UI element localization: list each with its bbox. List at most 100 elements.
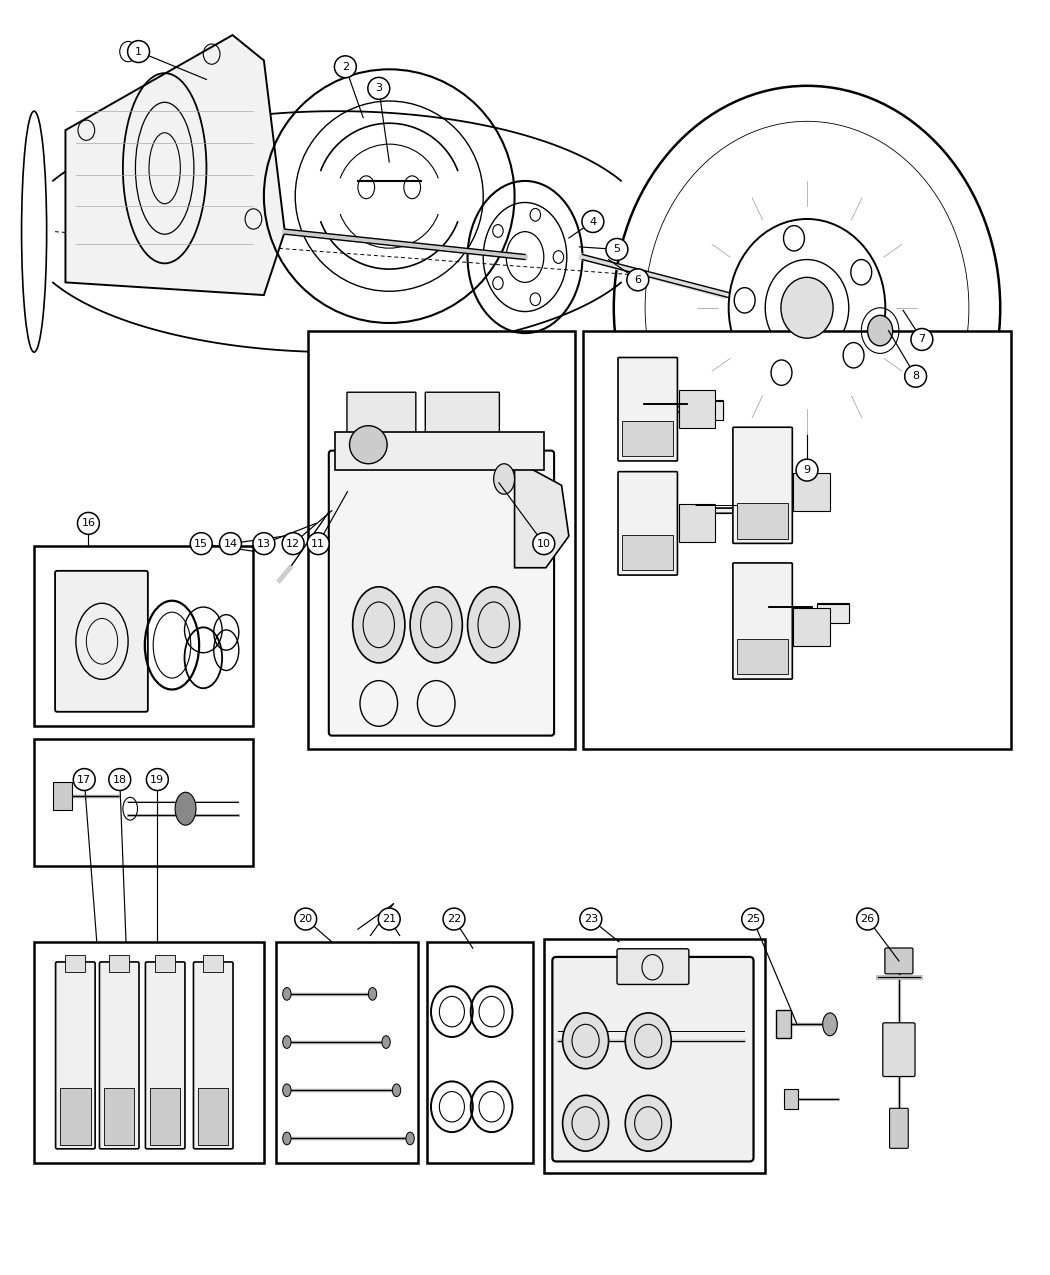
Ellipse shape	[282, 1084, 291, 1096]
Circle shape	[532, 533, 554, 555]
Circle shape	[282, 533, 304, 555]
Circle shape	[606, 238, 628, 260]
Bar	[34, 740, 253, 866]
Text: 10: 10	[537, 538, 551, 548]
Bar	[776, 1010, 792, 1038]
FancyBboxPatch shape	[733, 564, 793, 680]
Bar	[784, 1089, 798, 1109]
Circle shape	[582, 210, 604, 232]
FancyBboxPatch shape	[618, 472, 677, 575]
FancyBboxPatch shape	[889, 1108, 908, 1149]
Polygon shape	[335, 358, 514, 499]
Bar	[678, 505, 715, 542]
FancyBboxPatch shape	[56, 961, 96, 1149]
Text: 19: 19	[150, 774, 165, 784]
Text: 2: 2	[342, 61, 349, 71]
Text: 6: 6	[634, 275, 642, 284]
Bar	[623, 421, 673, 456]
Ellipse shape	[353, 586, 405, 663]
Bar	[818, 603, 848, 622]
Text: 5: 5	[613, 245, 621, 255]
Polygon shape	[514, 460, 569, 567]
Ellipse shape	[494, 464, 514, 495]
Circle shape	[796, 459, 818, 481]
Circle shape	[295, 908, 317, 929]
Text: 25: 25	[746, 914, 760, 924]
Circle shape	[308, 533, 329, 555]
Bar	[52, 782, 71, 810]
Text: 15: 15	[194, 538, 208, 548]
Bar	[737, 639, 789, 674]
Text: 8: 8	[912, 371, 919, 381]
Bar	[544, 940, 765, 1173]
Circle shape	[253, 533, 275, 555]
Text: 21: 21	[382, 914, 396, 924]
Ellipse shape	[563, 1095, 609, 1151]
Text: 4: 4	[589, 217, 596, 227]
Circle shape	[580, 908, 602, 929]
Bar	[204, 955, 224, 973]
Bar	[60, 1088, 90, 1145]
FancyBboxPatch shape	[617, 949, 689, 984]
FancyBboxPatch shape	[733, 427, 793, 543]
FancyBboxPatch shape	[193, 961, 233, 1149]
Text: 23: 23	[584, 914, 597, 924]
Circle shape	[627, 269, 649, 291]
Bar	[744, 502, 776, 521]
Text: 16: 16	[82, 519, 96, 528]
Circle shape	[146, 769, 168, 790]
Text: 1: 1	[135, 47, 142, 56]
Bar	[426, 942, 533, 1163]
Bar	[794, 473, 830, 511]
Bar	[744, 501, 776, 520]
Bar	[109, 955, 129, 973]
Ellipse shape	[625, 1012, 671, 1068]
Text: 3: 3	[375, 83, 382, 93]
Ellipse shape	[867, 315, 892, 346]
Text: 26: 26	[861, 914, 875, 924]
Circle shape	[443, 908, 465, 929]
Bar	[818, 604, 848, 623]
FancyBboxPatch shape	[329, 450, 554, 736]
Bar	[34, 942, 264, 1163]
Ellipse shape	[411, 586, 462, 663]
Text: 13: 13	[257, 538, 271, 548]
Text: 7: 7	[919, 334, 925, 344]
FancyBboxPatch shape	[55, 571, 148, 711]
Bar	[198, 1088, 229, 1145]
Circle shape	[368, 78, 390, 99]
Ellipse shape	[406, 1132, 415, 1145]
FancyBboxPatch shape	[425, 393, 500, 488]
Bar	[335, 432, 544, 470]
Circle shape	[190, 533, 212, 555]
Ellipse shape	[467, 586, 520, 663]
Bar	[737, 504, 789, 538]
Bar	[150, 1088, 181, 1145]
Ellipse shape	[282, 1132, 291, 1145]
FancyBboxPatch shape	[883, 1023, 915, 1076]
Text: 14: 14	[224, 538, 237, 548]
Ellipse shape	[282, 1035, 291, 1048]
Circle shape	[128, 41, 149, 62]
Ellipse shape	[393, 1084, 401, 1096]
Ellipse shape	[822, 1012, 837, 1035]
FancyBboxPatch shape	[346, 393, 416, 488]
Circle shape	[109, 769, 130, 790]
Ellipse shape	[781, 278, 833, 338]
Bar	[584, 330, 1011, 750]
Circle shape	[905, 366, 926, 388]
Circle shape	[219, 533, 242, 555]
Circle shape	[378, 908, 400, 929]
FancyBboxPatch shape	[691, 507, 743, 514]
Circle shape	[911, 329, 932, 351]
Ellipse shape	[369, 988, 377, 1000]
Ellipse shape	[563, 1012, 609, 1068]
Ellipse shape	[625, 1095, 671, 1151]
Bar	[276, 942, 419, 1163]
Bar	[692, 400, 723, 418]
Bar	[794, 608, 830, 646]
Bar	[155, 955, 175, 973]
Ellipse shape	[382, 1035, 391, 1048]
Ellipse shape	[350, 426, 387, 464]
Circle shape	[334, 56, 356, 78]
